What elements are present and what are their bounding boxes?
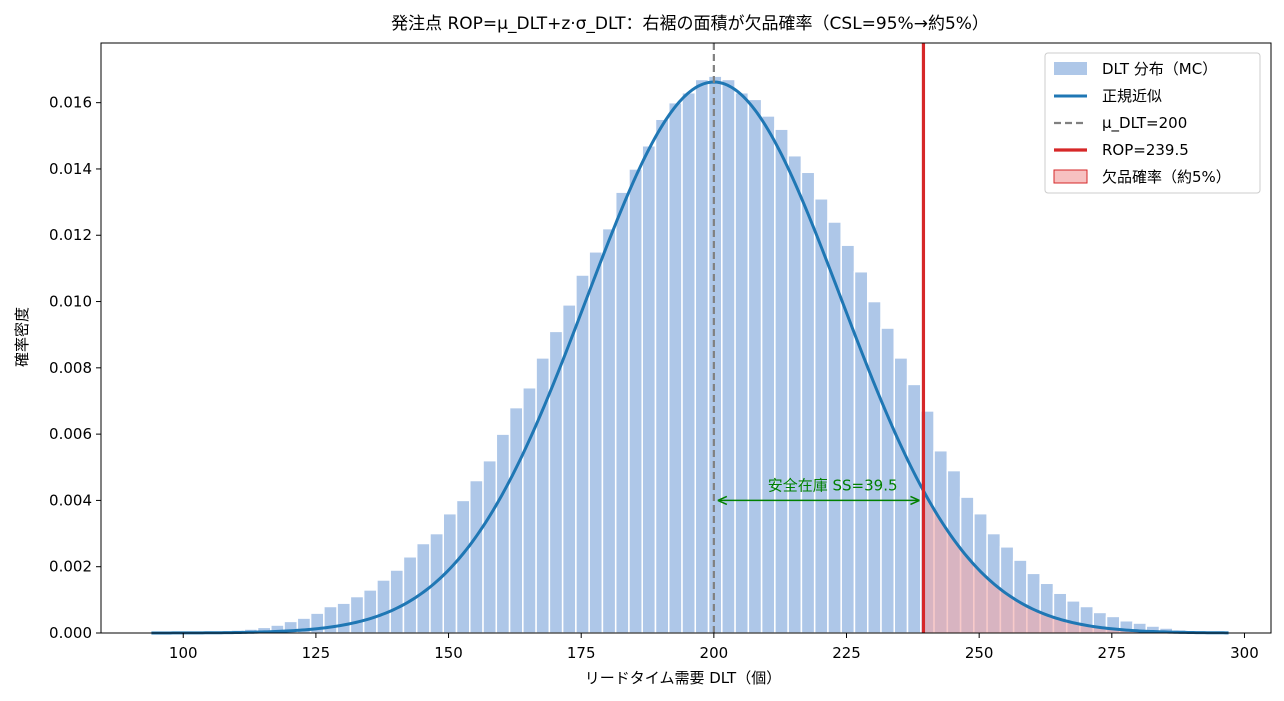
x-axis-label: リードタイム需要 DLT（個）: [585, 669, 781, 687]
y-axis-ticks: 0.000 0.002 0.004 0.006 0.008 0.010 0.012 0.014…: [49, 94, 101, 642]
histogram-bar: [747, 98, 763, 634]
histogram-bar: [508, 406, 524, 634]
safety-stock-arrowhead-right: [910, 495, 920, 506]
legend-box: [1044, 52, 1261, 194]
histogram-bar: [707, 75, 723, 634]
histogram-bar: [760, 115, 776, 634]
histogram-bar: [628, 168, 643, 634]
x-tick-label: 200: [700, 644, 729, 662]
safety-stock-arrowhead-left: [717, 495, 728, 506]
legend-label-shortage: 欠品確率（約5%）: [1102, 168, 1231, 186]
legend-label-histogram: DLT 分布（MC）: [1102, 60, 1217, 78]
histogram-bar: [402, 556, 418, 634]
x-axis-ticks: 100 125 150 175 200 225 250 275 300: [169, 633, 1259, 662]
normal-fit-line: [151, 80, 1229, 635]
y-tick-label: 0.002: [49, 558, 92, 576]
plot-frame: [100, 42, 1272, 634]
histogram-bar: [376, 579, 391, 634]
legend: DLT 分布（MC） 正規近似 μ_DLT=200 ROP=239.5 欠品確率…: [1044, 52, 1261, 194]
x-tick-label: 300: [1230, 644, 1259, 662]
histogram-bar: [469, 479, 484, 634]
histogram-bar: [721, 78, 736, 634]
y-tick-label: 0.008: [49, 359, 92, 377]
legend-label-normal: 正規近似: [1102, 87, 1162, 105]
x-tick-label: 250: [965, 644, 994, 662]
histogram-bar: [813, 198, 829, 634]
safety-stock-annotation: 安全在庫 SS=39.5: [717, 476, 920, 506]
histogram-bar: [362, 589, 378, 634]
histogram-bar: [734, 91, 750, 634]
histogram-bar: [681, 91, 697, 634]
y-tick-label: 0.000: [49, 624, 92, 642]
histogram-bar: [495, 433, 511, 634]
histogram-bar: [866, 300, 882, 634]
y-axis-label: 確率密度: [13, 307, 31, 367]
histogram-bar: [482, 459, 498, 634]
histogram-bar: [641, 145, 657, 634]
x-tick-label: 275: [1097, 644, 1126, 662]
histogram-bar: [893, 357, 909, 634]
y-tick-label: 0.006: [49, 425, 92, 443]
x-tick-label: 100: [169, 644, 198, 662]
legend-swatch-shortage: [1053, 169, 1088, 184]
histogram-bar: [694, 78, 710, 634]
y-tick-label: 0.004: [49, 491, 92, 509]
y-tick-label: 0.014: [49, 160, 92, 178]
histogram-bar: [800, 171, 816, 634]
x-tick-label: 175: [567, 644, 596, 662]
chart-title: 発注点 ROP=μ_DLT+z·σ_DLT：右裾の面積が欠品確率（CSL=95%…: [391, 14, 989, 34]
histogram-bar: [853, 270, 869, 634]
histogram-bar: [522, 386, 537, 634]
shortage-area: [923, 490, 1229, 633]
safety-stock-label: 安全在庫 SS=39.5: [768, 476, 898, 494]
histogram-bar: [654, 118, 670, 634]
legend-label-mean: μ_DLT=200: [1102, 114, 1187, 133]
histogram-bar: [787, 154, 803, 634]
histogram-bar: [614, 191, 630, 634]
histogram-bar: [774, 128, 789, 634]
histogram-bar: [575, 274, 590, 634]
x-tick-label: 125: [302, 644, 331, 662]
x-tick-label: 150: [434, 644, 463, 662]
histogram-bar: [455, 499, 471, 634]
histogram-bar: [668, 101, 683, 634]
legend-swatch-histogram: [1054, 62, 1087, 75]
y-tick-label: 0.010: [49, 293, 92, 311]
histogram-bar: [389, 569, 405, 634]
legend-label-rop: ROP=239.5: [1102, 141, 1189, 159]
histogram-bar: [906, 383, 922, 634]
x-tick-label: 225: [832, 644, 861, 662]
histogram-bar: [349, 595, 365, 634]
histogram-bar: [336, 602, 352, 634]
histogram-bar: [601, 227, 617, 634]
y-tick-label: 0.016: [49, 94, 92, 112]
histogram-bar: [588, 251, 604, 634]
y-tick-label: 0.012: [49, 226, 92, 244]
